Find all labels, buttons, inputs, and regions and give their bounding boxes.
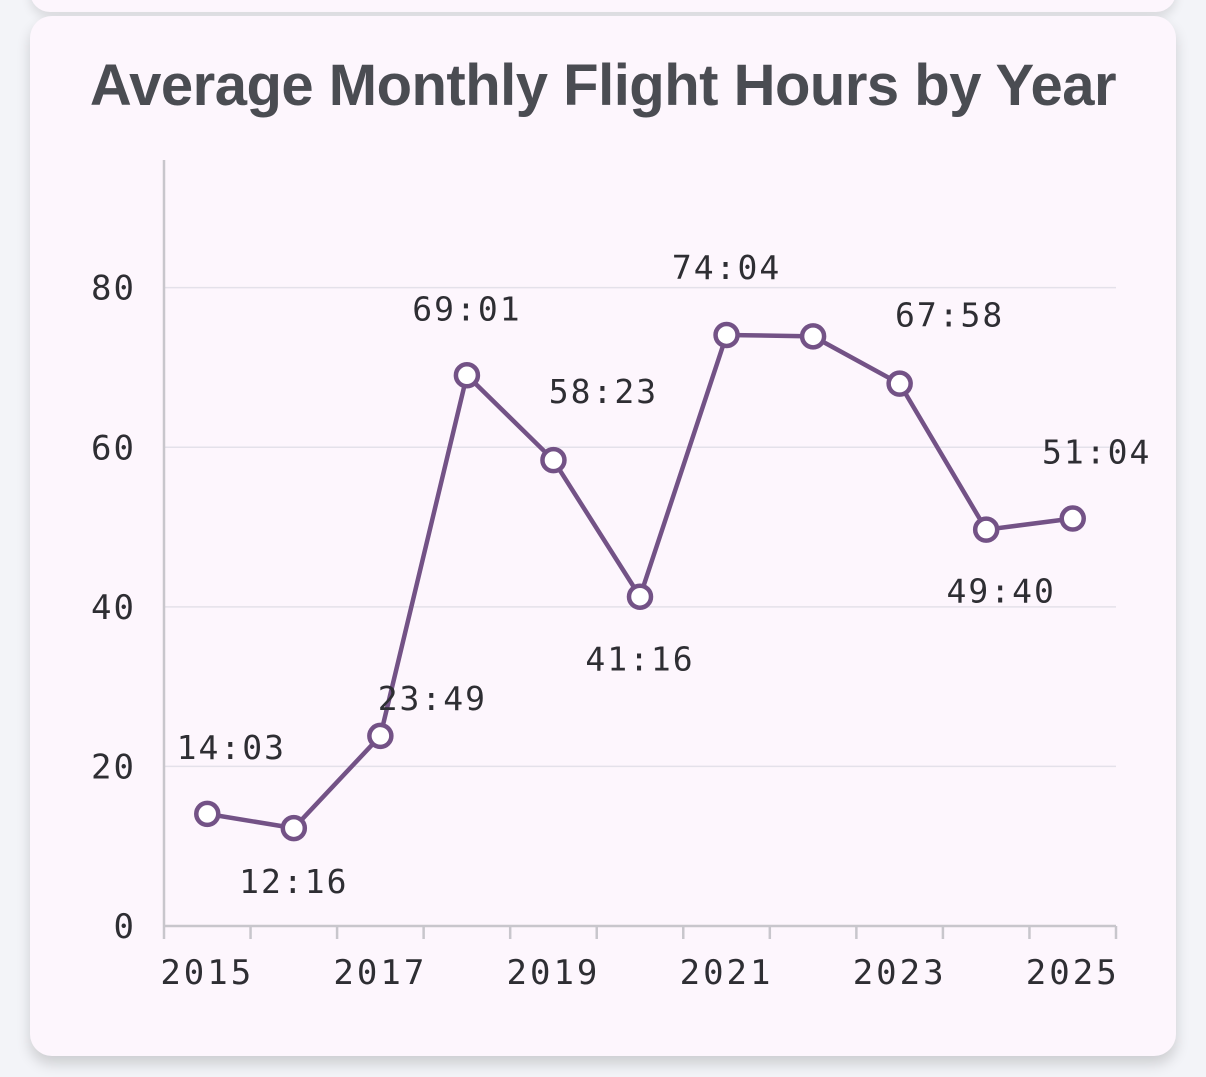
x-tick-label: 2021 <box>680 953 774 993</box>
y-tick-label: 20 <box>91 747 136 787</box>
data-point <box>713 321 740 349</box>
x-tick-label: 2019 <box>507 953 601 993</box>
y-axis-ticks: 0 20 40 60 80 <box>91 269 136 947</box>
y-tick-label: 80 <box>91 269 136 309</box>
data-label: 58:23 <box>549 372 658 411</box>
data-point <box>280 814 308 842</box>
data-point <box>453 362 481 389</box>
data-label: 67:58 <box>895 296 1004 335</box>
data-label: 12:16 <box>239 862 348 901</box>
data-label: 23:49 <box>378 679 487 718</box>
x-tick-label: 2023 <box>853 953 947 993</box>
previous-card <box>30 0 1176 12</box>
data-label: 51:04 <box>1042 433 1151 472</box>
data-label: 49:40 <box>947 572 1056 611</box>
y-tick-label: 40 <box>91 588 136 628</box>
data-point <box>626 583 654 610</box>
y-tick-label: 60 <box>91 428 136 468</box>
data-label: 74:04 <box>672 248 781 287</box>
data-labels: 14:03 12:16 23:49 69:01 58:23 41:16 74:04 67:58… <box>177 248 1151 901</box>
axes <box>162 160 1116 928</box>
series-group <box>194 321 1086 842</box>
data-point <box>886 370 913 397</box>
data-point <box>799 323 827 350</box>
y-tick-label: 0 <box>114 907 136 947</box>
data-point <box>540 446 567 474</box>
x-axis-ticks: 2015 2017 2019 2021 2023 2025 <box>160 926 1120 993</box>
data-label: 41:16 <box>585 640 694 679</box>
chart-title: Average Monthly Flight Hours by Year <box>89 53 1117 118</box>
data-point <box>194 800 221 828</box>
data-point <box>367 722 394 750</box>
data-point <box>972 516 1000 543</box>
data-label: 69:01 <box>412 289 521 328</box>
x-tick-label: 2017 <box>333 953 427 993</box>
x-tick-label: 2015 <box>160 953 254 993</box>
data-label: 14:03 <box>177 728 286 767</box>
data-point <box>1059 505 1086 532</box>
x-tick-label: 2025 <box>1026 953 1120 993</box>
